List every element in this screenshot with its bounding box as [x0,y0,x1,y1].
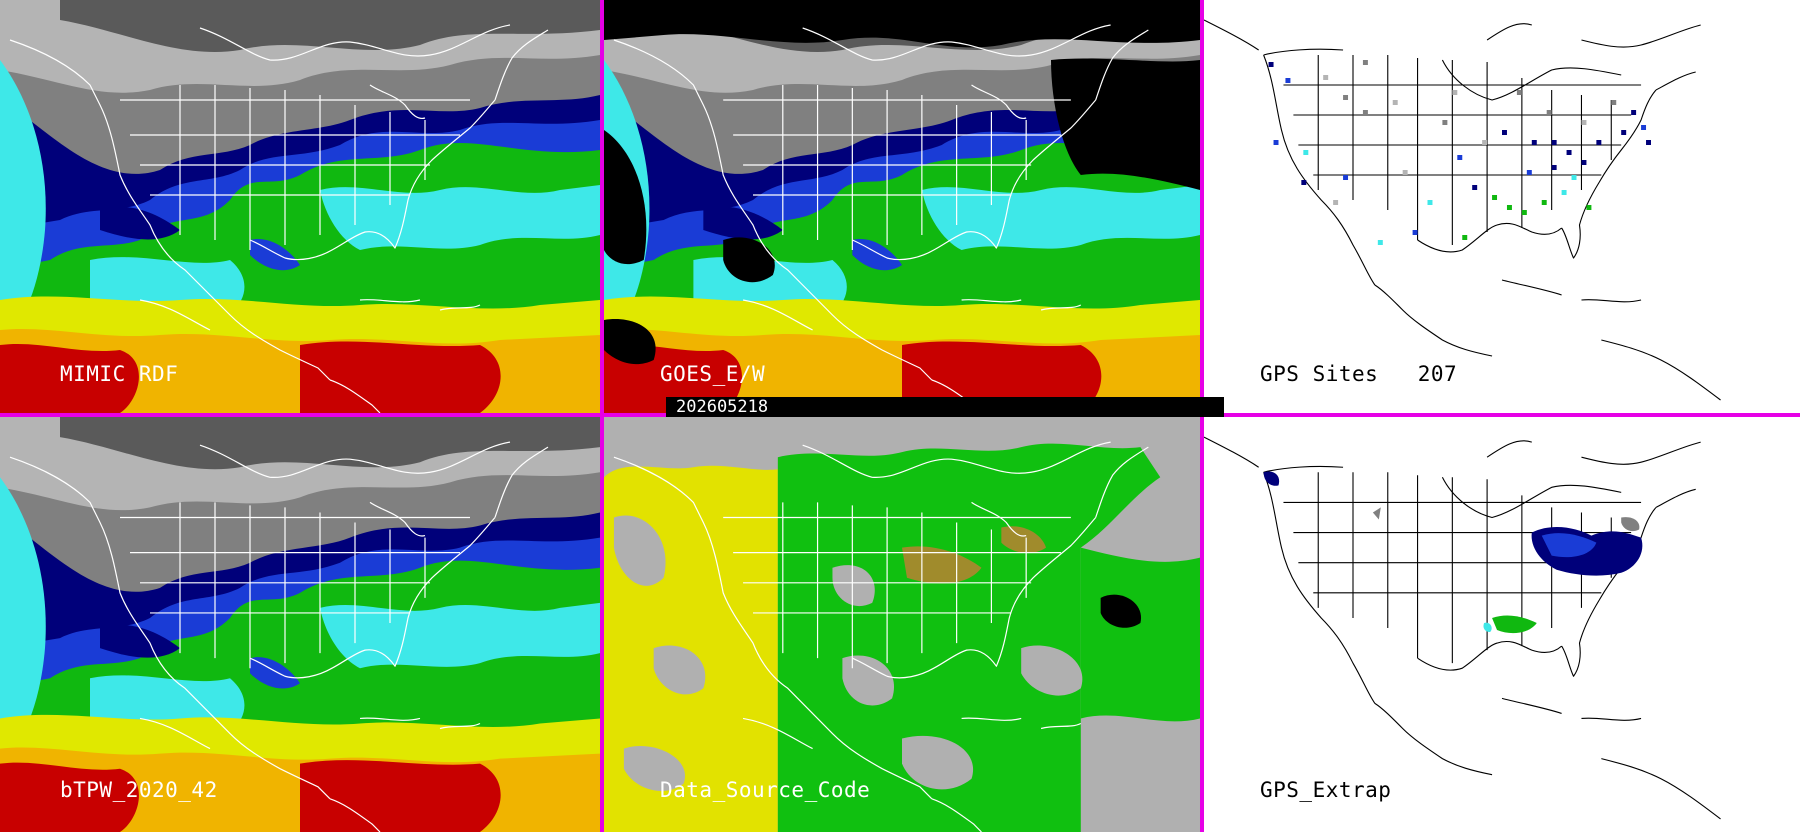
gps-site-marker [1621,130,1627,135]
gps-site-marker [1646,140,1651,145]
gps-site-marker [1392,100,1398,105]
gps-site-marker [1566,150,1572,155]
gps-site-marker [1362,60,1368,65]
goes-label: GOES_E/W [660,362,766,386]
gps-site-marker [1506,205,1512,210]
timestamp-label: 202605218 [666,397,1224,417]
gps-extrap-label: GPS_Extrap [1260,778,1392,802]
mimic-rdf-map [0,0,600,413]
panel-gps-extrap: GPS_Extrap [1204,417,1800,832]
gps-site-marker [1531,140,1537,145]
gps-site-marker [1561,190,1567,195]
panel-data-source: Data_Source_Code [604,417,1200,832]
gps-site-marker [1571,175,1577,180]
panel-gps-sites: GPS Sites 207 [1204,0,1800,413]
panel-btpw: bTPW_2020_42 [0,417,600,832]
gps-site-marker [1611,100,1617,105]
data-source-label: Data_Source_Code [660,778,871,802]
gps-site-marker [1268,62,1274,67]
gps-extrap-map [1204,417,1800,832]
mimic-rdf-label: MIMIC RDF [60,362,179,386]
gps-site-marker [1546,110,1552,115]
gps-site-marker [1516,90,1522,95]
gps-site-marker [1521,210,1527,215]
gps-site-marker [1333,200,1339,205]
gps-site-marker [1482,140,1488,145]
panel-mimic-rdf: MIMIC RDF [0,0,600,413]
gps-site-marker [1273,140,1279,145]
goes-map [604,0,1200,413]
gps-site-marker [1641,125,1647,130]
gps-site-marker [1472,185,1478,190]
gps-site-marker [1502,130,1507,135]
data-source-map [604,417,1200,832]
gps-site-marker [1285,78,1291,83]
gps-site-marker [1412,230,1418,235]
gps-site-marker [1526,170,1532,175]
gps-site-marker [1541,200,1547,205]
gps-sites-label: GPS Sites 207 [1260,362,1458,386]
gps-site-marker [1343,95,1349,100]
gps-site-marker [1581,120,1587,125]
gps-site-marker [1323,75,1329,80]
gps-site-marker [1586,205,1592,210]
gps-site-marker [1551,140,1557,145]
gps-site-marker [1442,120,1448,125]
gps-site-marker [1362,110,1368,115]
gps-site-marker [1377,240,1383,245]
btpw-map [0,417,600,832]
btpw-label: bTPW_2020_42 [60,778,218,802]
gps-site-marker [1343,175,1349,180]
gps-site-marker [1551,165,1557,170]
gps-site-marker [1452,90,1458,95]
gps-site-marker [1303,150,1309,155]
gps-site-marker [1427,200,1433,205]
gps-site-marker [1631,110,1637,115]
gps-site-marker [1301,180,1307,185]
gps-site-marker [1402,170,1408,175]
gps-site-marker [1581,160,1587,165]
gps-site-marker [1462,235,1468,240]
gps-site-marker [1596,140,1602,145]
panel-goes: GOES_E/W [604,0,1200,413]
gps-sites-count: 207 [1417,362,1458,386]
gps-site-marker [1492,195,1498,200]
gps-sites-map [1204,0,1800,413]
gps-site-marker [1457,155,1463,160]
